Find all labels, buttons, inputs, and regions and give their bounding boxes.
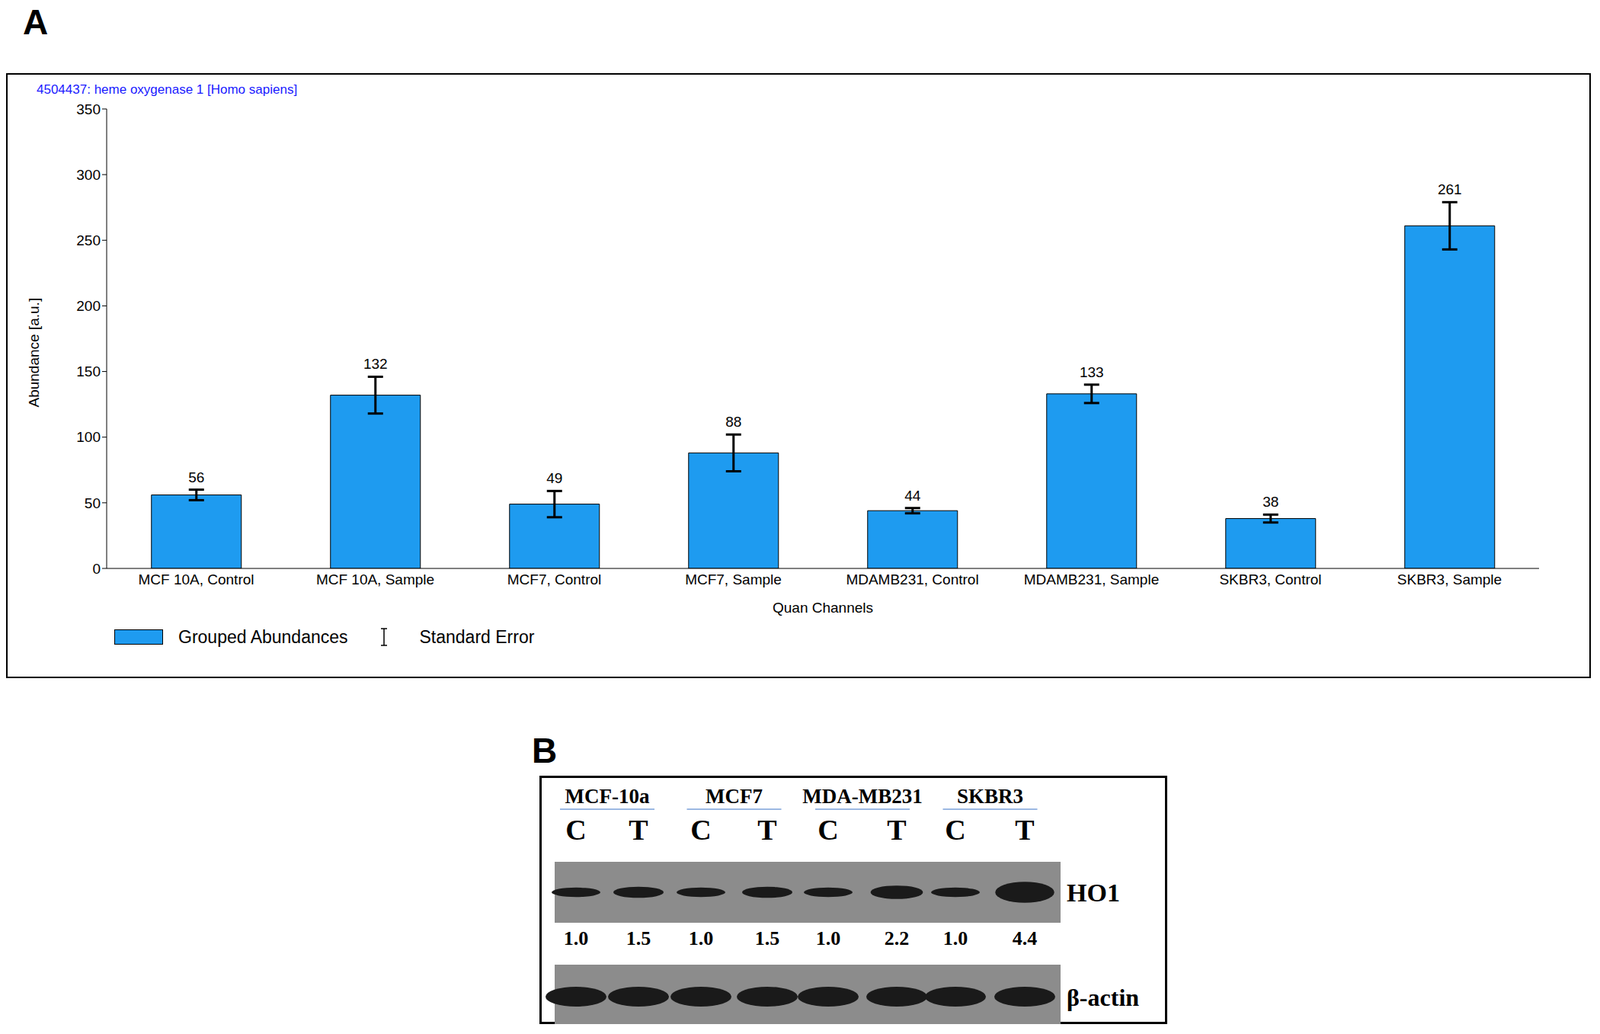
svg-text:4.4: 4.4 xyxy=(1012,927,1038,950)
svg-text:MCF7, Sample: MCF7, Sample xyxy=(684,571,782,588)
svg-text:1.5: 1.5 xyxy=(755,927,781,950)
svg-text:50: 50 xyxy=(84,495,101,512)
svg-text:150: 150 xyxy=(76,363,101,380)
svg-text:100: 100 xyxy=(76,428,101,445)
html-text:B: B xyxy=(531,730,558,771)
svg-text:88: 88 xyxy=(725,413,742,430)
svg-text:261: 261 xyxy=(1437,181,1463,198)
svg-text:56: 56 xyxy=(188,469,205,486)
html-text:Grouped Abundances: Grouped Abundances xyxy=(178,626,348,647)
svg-text:MDA-MB231: MDA-MB231 xyxy=(802,784,922,808)
svg-text:C: C xyxy=(944,813,966,846)
svg-text:SKBR3, Sample: SKBR3, Sample xyxy=(1397,571,1502,588)
svg-text:133: 133 xyxy=(1079,364,1104,381)
svg-text:T: T xyxy=(757,813,777,846)
svg-text:MCF 10A, Sample: MCF 10A, Sample xyxy=(316,571,435,588)
svg-text:300: 300 xyxy=(76,166,101,183)
svg-text:SKBR3: SKBR3 xyxy=(956,784,1024,808)
svg-text:1.0: 1.0 xyxy=(688,927,714,950)
svg-text:C: C xyxy=(690,813,711,846)
svg-text:Quan Channels: Quan Channels xyxy=(772,599,874,616)
svg-text:HO1: HO1 xyxy=(1066,878,1120,907)
svg-text:β-actin: β-actin xyxy=(1066,983,1140,1012)
svg-text:1.5: 1.5 xyxy=(626,927,652,950)
html-text:A: A xyxy=(22,2,49,42)
svg-text:0: 0 xyxy=(92,560,101,577)
svg-text:1.0: 1.0 xyxy=(943,927,969,950)
svg-text:1.0: 1.0 xyxy=(563,927,589,950)
svg-text:49: 49 xyxy=(546,470,563,487)
svg-text:MDAMB231, Control: MDAMB231, Control xyxy=(845,571,979,588)
svg-text:MDAMB231, Sample: MDAMB231, Sample xyxy=(1024,571,1159,588)
html-text:4504437: heme oxygenase 1 [Hom: 4504437: heme oxygenase 1 [Homo sapiens] xyxy=(36,82,298,97)
html-text:Standard Error: Standard Error xyxy=(419,626,535,647)
svg-text:250: 250 xyxy=(76,232,101,249)
svg-text:SKBR3, Control: SKBR3, Control xyxy=(1219,571,1322,588)
svg-text:1.0: 1.0 xyxy=(816,927,842,950)
svg-text:MCF7: MCF7 xyxy=(705,784,763,808)
svg-text:2.2: 2.2 xyxy=(884,927,910,950)
svg-text:Abundance [a.u.]: Abundance [a.u.] xyxy=(25,297,42,408)
svg-text:MCF-10a: MCF-10a xyxy=(565,784,650,808)
svg-text:MCF7, Control: MCF7, Control xyxy=(507,571,602,588)
svg-text:T: T xyxy=(886,813,906,846)
svg-text:C: C xyxy=(817,813,839,846)
svg-text:44: 44 xyxy=(904,487,922,504)
svg-text:T: T xyxy=(628,813,648,846)
svg-text:350: 350 xyxy=(76,101,101,118)
svg-text:38: 38 xyxy=(1262,493,1279,510)
svg-text:MCF 10A, Control: MCF 10A, Control xyxy=(137,571,254,588)
svg-text:132: 132 xyxy=(363,355,388,372)
svg-text:C: C xyxy=(565,813,586,846)
svg-text:200: 200 xyxy=(76,297,101,314)
svg-text:T: T xyxy=(1014,813,1034,846)
